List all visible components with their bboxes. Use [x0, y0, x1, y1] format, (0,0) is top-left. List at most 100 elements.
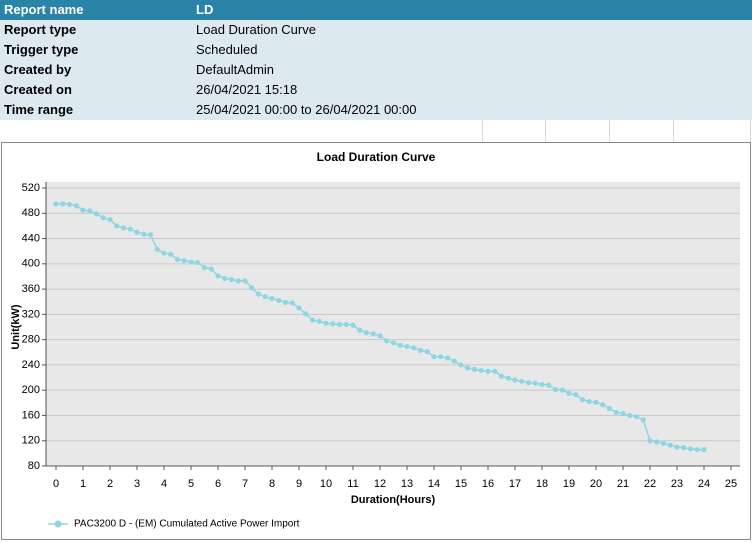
data-point [654, 439, 660, 445]
data-point [465, 365, 471, 371]
data-point [222, 275, 228, 281]
x-tick-label: 14 [428, 478, 440, 490]
data-point [559, 387, 565, 393]
y-tick-label: 320 [22, 308, 40, 320]
data-point [134, 229, 140, 235]
chart: Load Duration Curve Duration(Hours) Unit… [1, 142, 751, 540]
y-tick-label: 160 [22, 409, 40, 421]
spacer-row [0, 120, 752, 142]
data-point [303, 311, 309, 317]
x-tick-label: 21 [617, 478, 629, 490]
data-point [107, 216, 113, 223]
data-point [471, 366, 478, 372]
data-point [53, 201, 59, 207]
data-point [552, 386, 559, 393]
data-point [208, 266, 214, 272]
data-point [370, 331, 376, 337]
y-tick-label: 360 [22, 283, 40, 295]
x-tick-label: 18 [536, 478, 548, 490]
y-tick-label: 240 [22, 359, 40, 371]
x-tick-label: 1 [80, 478, 86, 490]
report-key: Time range [4, 102, 74, 117]
data-point [512, 377, 518, 383]
y-tick-label: 520 [22, 182, 40, 194]
data-point [161, 250, 167, 256]
x-tick-label: 3 [134, 478, 140, 490]
data-point [316, 318, 322, 324]
data-point [647, 438, 653, 444]
x-tick-label: 13 [401, 478, 413, 490]
data-point [188, 259, 194, 265]
legend-label: PAC3200 D - (EM) Cumulated Active Power … [74, 519, 300, 530]
data-point [687, 446, 694, 452]
data-point [424, 349, 430, 355]
data-point [492, 368, 498, 374]
data-point [66, 201, 73, 208]
plot-area [46, 182, 740, 466]
data-point [262, 294, 268, 300]
report-key: Trigger type [4, 42, 79, 57]
x-tick-label: 17 [509, 478, 521, 490]
x-tick-label: 9 [296, 478, 302, 490]
data-point [667, 442, 673, 448]
data-point [350, 322, 356, 328]
chart-title: Load Duration Curve [317, 150, 436, 164]
data-point [141, 231, 147, 237]
x-tick-label: 25 [725, 478, 737, 490]
data-point [289, 300, 295, 306]
data-point [147, 232, 154, 238]
report-key: Created on [4, 82, 72, 97]
data-point [100, 215, 106, 221]
data-point [154, 246, 160, 252]
data-point [80, 207, 86, 213]
report-value: LD [196, 2, 214, 17]
x-tick-label: 16 [482, 478, 494, 490]
data-point [485, 368, 491, 374]
report-key: Created by [4, 62, 72, 77]
report-value: Scheduled [196, 42, 258, 57]
x-tick-label: 0 [53, 478, 59, 490]
data-point [444, 355, 451, 361]
report-value: DefaultAdmin [196, 62, 275, 77]
y-tick-label: 120 [22, 435, 40, 447]
data-point [573, 392, 579, 398]
x-tick-label: 11 [347, 478, 358, 490]
x-tick-label: 19 [563, 478, 575, 490]
y-tick-label: 440 [22, 232, 40, 244]
data-point [586, 398, 592, 405]
report-row: Trigger type Scheduled [0, 40, 752, 60]
y-tick-label: 200 [22, 384, 40, 396]
x-tick-label: 6 [215, 478, 221, 490]
x-tick-label: 22 [644, 478, 656, 490]
y-axis-label: Unit(kW) [10, 304, 22, 350]
data-point [417, 347, 424, 353]
data-point [397, 342, 403, 348]
y-tick-label: 80 [28, 460, 40, 472]
x-tick-label: 15 [455, 478, 467, 490]
data-point [343, 321, 349, 328]
data-point [539, 381, 545, 388]
data-point [276, 297, 282, 304]
data-point [330, 321, 336, 327]
data-point [660, 440, 667, 446]
data-point [357, 327, 363, 333]
x-tick-label: 24 [698, 478, 710, 490]
data-point [168, 251, 174, 257]
y-tick-label: 280 [22, 334, 40, 346]
data-point [228, 277, 235, 283]
data-point [620, 410, 626, 417]
report-key: Report name [4, 2, 84, 17]
report-row: Report name LD [0, 0, 752, 20]
data-point [127, 226, 133, 232]
data-point [674, 444, 680, 450]
data-point [438, 354, 444, 360]
data-point [633, 414, 640, 420]
data-point [195, 259, 201, 266]
data-point [498, 373, 505, 379]
x-tick-label: 2 [107, 478, 113, 490]
data-point [87, 208, 93, 214]
data-point [114, 223, 120, 229]
data-point [249, 285, 255, 291]
data-point [451, 358, 457, 364]
